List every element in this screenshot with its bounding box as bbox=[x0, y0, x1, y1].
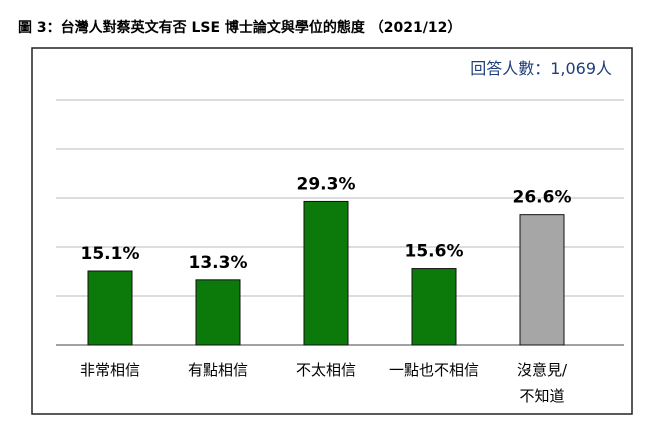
annotation: 回答人數：1,069人 bbox=[470, 59, 612, 78]
chart-title: 圖 3：台灣人對蔡英文有否 LSE 博士論文與學位的態度 （2021/12） bbox=[18, 19, 461, 36]
x-tick-label: 沒意見/ 不知道 bbox=[516, 361, 568, 405]
frame bbox=[31, 47, 633, 415]
value-label: 15.1% bbox=[81, 244, 140, 264]
x-tick-label: 一點也不相信 bbox=[388, 361, 479, 379]
x-tick-label: 非常相信 bbox=[79, 361, 140, 379]
value-label: 26.6% bbox=[513, 188, 572, 208]
x-tick-label: 有點相信 bbox=[187, 361, 248, 379]
value-label: 13.3% bbox=[189, 253, 248, 273]
bar bbox=[195, 279, 241, 346]
bar bbox=[87, 270, 133, 346]
bar bbox=[519, 214, 565, 346]
value-label: 29.3% bbox=[297, 174, 356, 194]
bar bbox=[303, 200, 349, 346]
bar bbox=[411, 268, 457, 346]
value-label: 15.6% bbox=[405, 242, 464, 262]
x-tick-label: 不太相信 bbox=[295, 361, 356, 379]
